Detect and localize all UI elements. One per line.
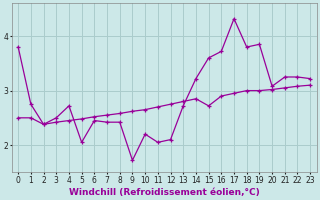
X-axis label: Windchill (Refroidissement éolien,°C): Windchill (Refroidissement éolien,°C) xyxy=(69,188,260,197)
